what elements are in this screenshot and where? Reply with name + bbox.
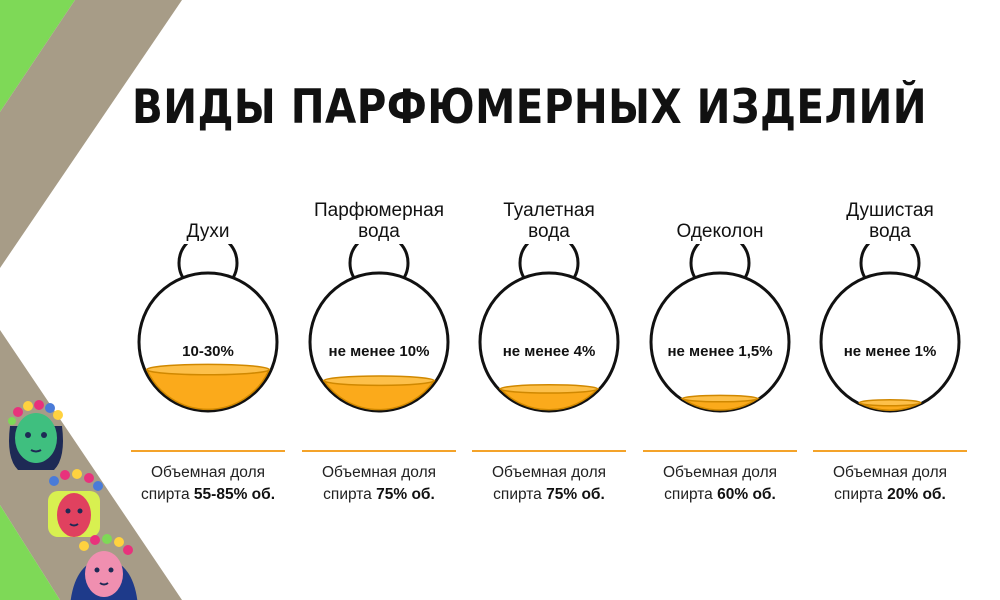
item-name-line: Душистая: [846, 200, 934, 221]
item-name: Одеколон: [630, 186, 810, 242]
item-name-line: вода: [358, 221, 400, 242]
item-name-lines: Одеколон: [676, 221, 763, 242]
perfume-type-item: Душистая вода не менее 1% Объемная доля спир…: [800, 186, 980, 516]
divider-line: [302, 450, 456, 452]
description-line: Объемная доля: [321, 464, 437, 481]
concentration-label: не менее 1,5%: [667, 343, 773, 360]
green-stripe-bottom: [0, 505, 60, 600]
perfume-type-item: Туалетная вода не менее 4% Объемная доля спи…: [459, 186, 639, 516]
item-name: Парфюмерная вода: [289, 186, 469, 242]
item-name-line: Одеколон: [676, 221, 764, 242]
item-name-line: Духи: [186, 221, 230, 242]
item-name-lines: Духи: [187, 221, 230, 242]
description-prefix: спирта: [323, 486, 372, 503]
item-name-lines: Душистая вода: [846, 200, 934, 242]
alcohol-share-description: Объемная доля спирта 60% об.: [620, 462, 820, 506]
description-line: Объемная доля: [832, 464, 948, 481]
liquid-fill: [322, 379, 436, 411]
description-line: Объемная доля: [491, 464, 607, 481]
perfume-type-item: Парфюмерная вода не менее 10% Объемная доля…: [289, 186, 469, 516]
divider-line: [131, 450, 285, 452]
concentration-label: не менее 10%: [328, 343, 430, 360]
item-name-lines: Парфюмерная вода: [314, 200, 444, 242]
flask-icon: [819, 244, 961, 413]
flower-crown-blue-face-icon: [70, 534, 138, 600]
flask-icon: [478, 244, 620, 413]
item-name: Духи: [118, 186, 298, 242]
item-name: Душистая вода: [800, 186, 980, 242]
description-line-2: спирта 75% об.: [449, 484, 649, 506]
alcohol-percentage: 60% об.: [717, 486, 776, 503]
description-line-2: спирта 75% об.: [279, 484, 479, 506]
concentration-label: 10-30%: [182, 343, 234, 360]
taupe-stripe-top: [0, 0, 182, 268]
liquid-fill: [498, 388, 600, 411]
description-line-2: спирта 55-85% об.: [108, 484, 308, 506]
description-line: Объемная доля: [150, 464, 266, 481]
perfume-type-item: Духи 10-30% Объемная доля спирта 55-85% об.: [118, 186, 298, 516]
liquid-fill: [145, 368, 271, 411]
flower-crown-pink-face-icon: [48, 469, 103, 537]
alcohol-share-description: Объемная доля спирта 75% об.: [279, 462, 479, 506]
liquid-surface: [858, 398, 922, 407]
item-name-line: вода: [869, 221, 911, 242]
alcohol-percentage: 55-85% об.: [193, 486, 276, 503]
alcohol-share-description: Объемная доля спирта 55-85% об.: [108, 462, 308, 506]
liquid-surface: [681, 394, 759, 403]
item-name-line: Парфюмерная: [313, 200, 444, 221]
alcohol-percentage: 75% об.: [376, 486, 435, 503]
item-name: Туалетная вода: [459, 186, 639, 242]
concentration-label: не менее 4%: [502, 343, 596, 360]
flask-icon: [308, 244, 450, 413]
flask-icon: [649, 244, 791, 413]
divider-line: [472, 450, 626, 452]
liquid-surface: [499, 384, 599, 394]
item-name-line: вода: [528, 221, 570, 242]
page-title: ВИДЫ ПАРФЮМЕРНЫХ ИЗДЕЛИЙ: [132, 80, 927, 135]
taupe-stripe-bottom: [0, 330, 182, 600]
alcohol-percentage: 75% об.: [546, 486, 605, 503]
perfume-type-item: Одеколон не менее 1,5% Объемная доля спирта…: [630, 186, 810, 516]
flask-body: [819, 271, 961, 413]
description-prefix: спирта: [140, 486, 190, 503]
divider-line: [643, 450, 797, 452]
flower-crown-green-face-icon: [8, 400, 63, 470]
concentration-label: не менее 1%: [843, 343, 937, 360]
description-line-2: спирта 60% об.: [620, 484, 820, 506]
flask-body: [478, 271, 620, 413]
divider-line: [813, 450, 967, 452]
liquid-surface: [323, 375, 435, 387]
alcohol-percentage: 20% об.: [887, 486, 946, 503]
item-name-line: Туалетная: [503, 200, 595, 221]
description-prefix: спирта: [664, 486, 713, 503]
alcohol-share-description: Объемная доля спирта 75% об.: [449, 462, 649, 506]
flask-icon: [137, 244, 279, 413]
alcohol-share-description: Объемная доля спирта 20% об.: [790, 462, 990, 506]
item-name-lines: Туалетная вода: [503, 200, 594, 242]
description-line: Объемная доля: [662, 464, 778, 481]
description-line-2: спирта 20% об.: [790, 484, 990, 506]
liquid-surface: [146, 363, 270, 376]
description-prefix: спирта: [834, 486, 883, 503]
description-prefix: спирта: [493, 486, 542, 503]
flask-body: [649, 271, 791, 413]
